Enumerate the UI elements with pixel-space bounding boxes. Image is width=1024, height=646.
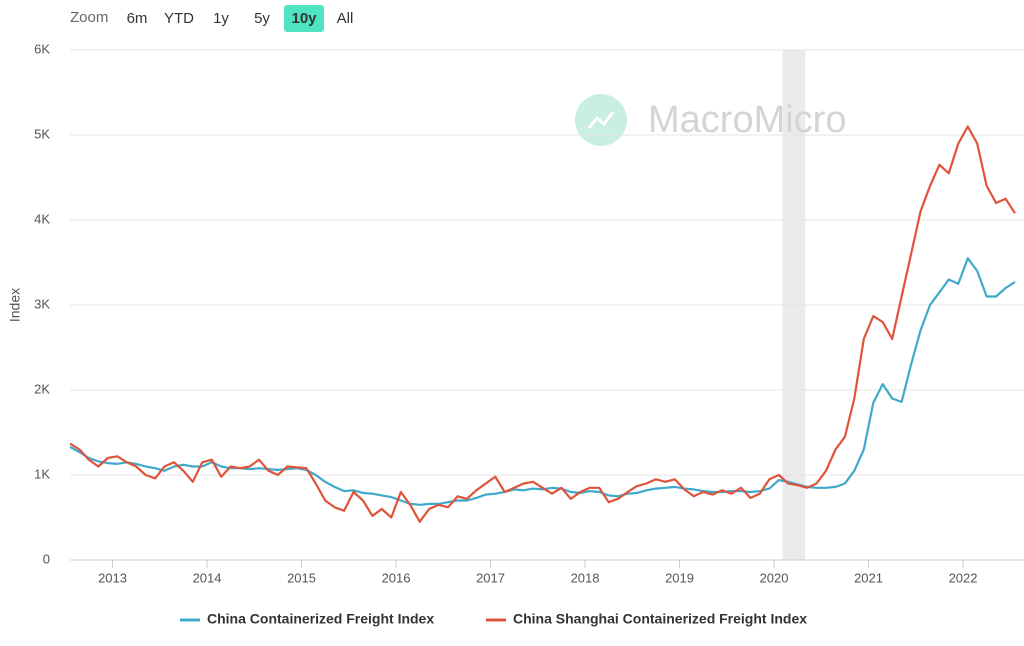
zoom-button[interactable] [284, 5, 324, 32]
zoom-button[interactable] [246, 5, 278, 32]
legend-label[interactable]: China Containerized Freight Index [207, 611, 434, 627]
zoom-button-label[interactable]: 6m [127, 10, 148, 27]
zoom-button-label[interactable]: 10y [291, 10, 317, 27]
x-tick-label: 2014 [193, 570, 222, 585]
x-tick-label: 2019 [665, 570, 694, 585]
y-axis-label: Index [7, 288, 23, 322]
x-tick-label: 2022 [949, 570, 978, 585]
zoom-button-label[interactable]: All [337, 10, 354, 27]
zoom-label: Zoom [70, 9, 108, 26]
y-tick-label: 6K [34, 41, 50, 56]
zoom-button-label[interactable]: 1y [213, 10, 229, 27]
zoom-button[interactable] [121, 5, 153, 32]
x-tick-label: 2016 [382, 570, 411, 585]
x-tick-label: 2018 [571, 570, 600, 585]
x-tick-label: 2020 [760, 570, 789, 585]
y-tick-label: 5K [34, 126, 50, 141]
y-tick-label: 2K [34, 381, 50, 396]
x-tick-label: 2021 [854, 570, 883, 585]
x-tick-label: 2015 [287, 570, 316, 585]
x-tick-label: 2013 [98, 570, 127, 585]
y-tick-label: 4K [34, 211, 50, 226]
x-tick-label: 2017 [476, 570, 505, 585]
y-tick-label: 0 [43, 551, 50, 566]
zoom-button[interactable] [159, 5, 199, 32]
y-tick-label: 1K [34, 466, 50, 481]
watermark: MacroMicro [575, 94, 846, 146]
legend-label[interactable]: China Shanghai Containerized Freight Ind… [513, 611, 807, 627]
y-tick-label: 3K [34, 296, 50, 311]
zoom-button[interactable] [205, 5, 237, 32]
zoom-button-label[interactable]: YTD [164, 10, 194, 27]
watermark-text: MacroMicro [648, 99, 846, 141]
series-line [69, 257, 1016, 506]
series-line [69, 125, 1016, 523]
zoom-button-label[interactable]: 5y [254, 10, 270, 27]
zoom-button[interactable] [325, 5, 365, 32]
